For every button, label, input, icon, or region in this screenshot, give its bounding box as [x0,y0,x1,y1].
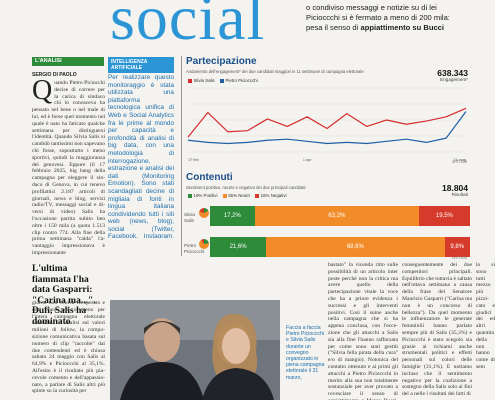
participation-title: Partecipazione [186,56,257,67]
pie-icon-picioccchi [199,239,209,249]
deck-line-2: Picioccchi si è fermato a meno di 200 mi… [306,13,450,22]
row-label-salis: Silvia Salis [184,212,195,223]
contents-title: Contenuti [186,172,233,183]
participation-legend: Silvia Salis Pietro Picioccchi [184,78,258,83]
legend-swatch-salis [188,78,192,83]
deck-bold: appiattimento su Bucci [360,23,445,32]
legend-picioccchi: Pietro Picioccchi [225,78,258,83]
bar-segment-positivi: 21,6% [210,237,267,257]
bar-segment-neutri: 63,2% [254,206,420,226]
byline: SERGIO DI PAOLO [32,72,77,78]
pie-icon-salis [199,208,209,218]
analysis-tag: L'ANALISI [32,57,104,66]
legend-swatch-positivi [188,193,192,198]
body-column-bottom-middle: bastato" la vicenda ritto sulle possi­bi… [328,262,398,400]
legend-negativi-pct: 16% [260,193,270,198]
column-divider [181,56,182,256]
participation-total-label: Engagement* [440,77,468,82]
row-label-picioccchi: Pietro Picioccchi [184,243,205,254]
participation-total: 638.343 [437,68,468,78]
x-tick-label: 17 feb [188,158,199,162]
legend-salis: Silvia Salis [193,78,215,83]
body-column-edge: lo si sono tutti mezzo più pizzi­cato e … [476,262,495,370]
contents-total: 18.804 [442,183,468,193]
contents-source: WITHUB [452,256,467,260]
bar-segment-negativi: 19,5% [419,206,470,226]
contents-total-label: Risultati [451,192,468,197]
body-column-bottom-left: giorno non veniva recuperato e così eran… [32,300,105,395]
legend-positivi-pct: 19% [193,193,203,198]
bar-segment-negativi: 9,8% [444,237,470,257]
series-line-picioccchi [187,111,467,145]
secondary-headline: L'ultima fiammata l'ha data Gasparri: "C… [32,264,96,327]
bar-row-salis: 17,2% 63,2% 19,5% [210,206,470,226]
participation-subtitle: Andamento dell'engagement* dei due candi… [186,69,364,74]
headline: social [110,0,266,53]
legend-swatch-negativi [255,193,260,198]
body-column-bottom-right: conseguentemente dei due competitori pri… [402,262,472,398]
deck-line-3: pesa il senso di appiattimento su Bucci [306,23,492,33]
contents-legend: 19% Positivi 65% Neutri 16% Negativi [184,193,287,198]
participation-source: WITHUB [452,160,467,164]
legend-positivi: Positivi [203,193,218,198]
sidebox-text: Per realizzare questo monitoraggio è sta… [108,74,174,238]
bar-row-picioccchi: 21,6% 68,6% 9,8% [210,237,470,257]
x-tick-label: 24 mag [453,158,466,162]
x-tick-label: 1 apr [303,158,312,162]
series-line-salis [187,107,467,138]
deck-line-3-text: pesa il senso di [306,23,361,32]
deck-line-1: o condiviso messaggi e notizie su di lei [306,3,437,12]
deck: o condiviso messaggi e notizie su di lei… [306,3,492,33]
analysis-text: uando Pietro Picioc­chi decise di correr… [32,80,105,256]
sidebox-tag: INTELLIGENZA ARTIFICIALE [108,57,174,73]
legend-neutri: Neutri [238,193,250,198]
contents-subtitle: Sentiment positivo, neutro e negativo de… [186,185,306,190]
photo-illustration [110,300,280,400]
legend-neutri-pct: 65% [228,193,237,198]
participation-line-chart: 17 feb 1 apr 24 mag [187,87,467,162]
legend-swatch-neutri [222,193,227,198]
legend-negativi: Negativi [270,193,287,198]
dropcap: Q [32,80,53,106]
bar-segment-positivi: 17,2% [210,206,255,226]
photo-candidates [110,300,280,400]
photo-caption: Faccia a faccia Pietro Picioccchi e Silv… [286,325,325,381]
legend-swatch-picioccchi [219,78,224,83]
bar-segment-neutri: 68,6% [266,237,445,257]
